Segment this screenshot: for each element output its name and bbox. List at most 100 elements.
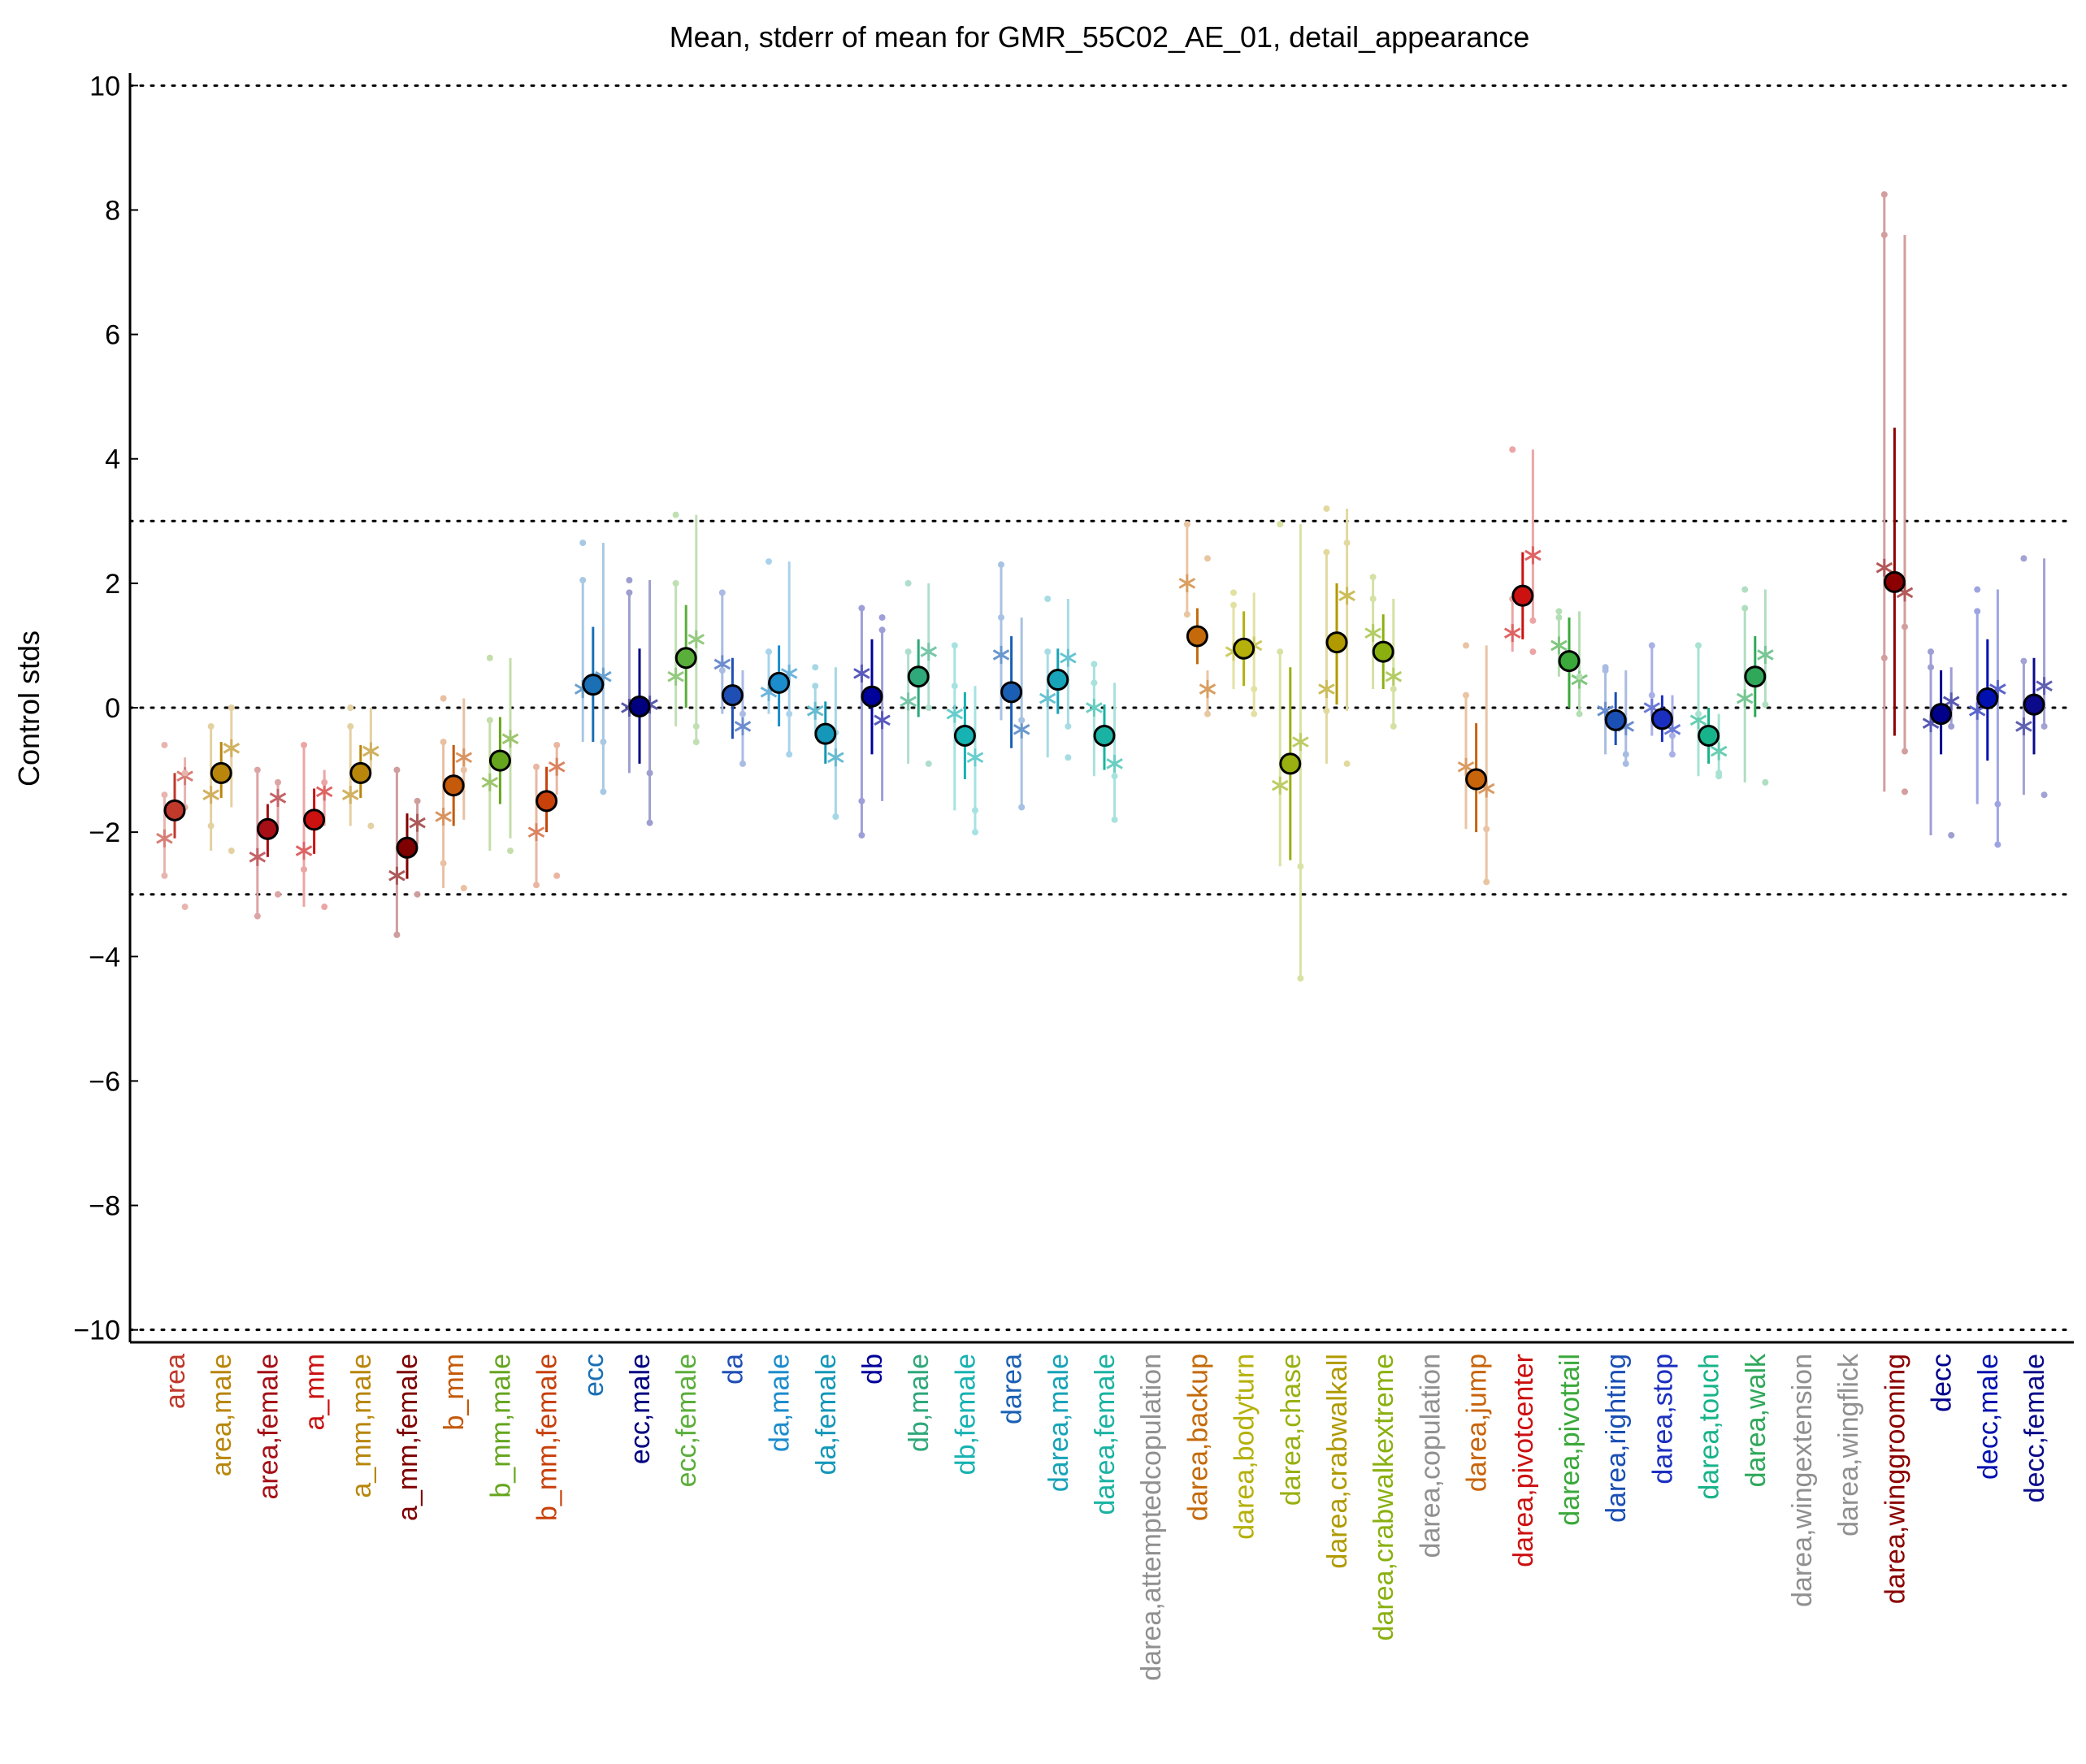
x-tick-label: darea,female <box>1090 1354 1121 1515</box>
point-marker <box>646 769 653 777</box>
point-marker <box>1741 605 1749 612</box>
mean-marker <box>953 724 976 747</box>
point-marker <box>1602 667 1609 674</box>
star-marker <box>1385 670 1403 683</box>
star-marker <box>1338 590 1355 601</box>
star-marker <box>760 687 778 698</box>
x-tick-label: darea,crabwalkextreme <box>1368 1354 1399 1640</box>
point-marker <box>228 847 235 855</box>
point-marker <box>904 579 912 587</box>
category-marks <box>1457 642 1495 886</box>
point-marker <box>440 739 447 746</box>
point-marker <box>367 822 375 830</box>
point-marker <box>1277 521 1284 528</box>
point-marker <box>1369 574 1377 581</box>
star-marker <box>1736 692 1754 704</box>
star-marker <box>1199 683 1216 695</box>
point-marker <box>1741 586 1749 593</box>
y-tick-label: −10 <box>73 1315 120 1346</box>
point-marker <box>533 763 540 770</box>
point-marker <box>1390 722 1397 730</box>
point-marker <box>832 813 839 820</box>
point-marker <box>1509 446 1516 453</box>
star-marker <box>409 817 426 829</box>
x-axis-tick-labels: area area,male area,female a_mm a_mm,male a_m… <box>160 1353 2050 1681</box>
y-tick-label: 4 <box>105 444 120 475</box>
x-tick-label: darea,male <box>1043 1354 1074 1492</box>
mean-marker <box>536 790 558 813</box>
point-marker <box>1183 611 1190 618</box>
mean-marker <box>2023 693 2045 716</box>
point-marker <box>1622 760 1629 767</box>
point-marker <box>414 891 421 898</box>
point-marker <box>207 822 215 830</box>
star-marker <box>435 811 452 822</box>
point-marker <box>1901 748 1908 755</box>
x-tick-label: darea,chase <box>1276 1354 1307 1506</box>
x-tick-label: ecc,male <box>625 1354 656 1464</box>
category-marks <box>295 741 333 911</box>
point-marker <box>274 891 281 898</box>
star-marker <box>1922 717 1940 729</box>
point-marker <box>1203 710 1211 717</box>
star-marker <box>362 745 379 757</box>
category-marks <box>1318 505 1355 767</box>
point-marker <box>1880 654 1888 661</box>
star-marker <box>806 705 824 717</box>
point-marker <box>1555 613 1563 621</box>
mean-marker <box>1233 637 1256 660</box>
point-marker <box>1880 232 1888 239</box>
point-marker <box>1668 751 1676 758</box>
mean-marker <box>1325 631 1348 654</box>
category-marks <box>1736 586 1774 786</box>
x-tick-label: darea,pivotcenter <box>1508 1354 1539 1567</box>
point-marker <box>1948 722 1955 730</box>
x-tick-label: darea,touch <box>1694 1354 1725 1500</box>
point-marker <box>600 788 607 795</box>
y-tick-label: 2 <box>105 569 120 600</box>
category-marks <box>1922 648 1960 839</box>
point-marker <box>161 741 168 748</box>
point-marker <box>1111 773 1118 780</box>
star-marker <box>1106 758 1123 769</box>
mean-marker <box>256 817 279 840</box>
point-marker <box>393 931 401 938</box>
mean-marker <box>1976 687 1999 710</box>
point-marker <box>1576 673 1583 680</box>
category-marks <box>249 766 287 920</box>
star-marker <box>900 696 917 708</box>
x-tick-label: da <box>718 1354 748 1385</box>
point-marker <box>347 704 354 711</box>
category-marks <box>574 540 612 795</box>
point-marker <box>1695 642 1702 649</box>
x-tick-label: darea,righting <box>1601 1354 1632 1523</box>
point-marker <box>1343 540 1351 547</box>
point-marker <box>1230 589 1238 596</box>
category-marks <box>1225 589 1263 717</box>
point-marker <box>858 605 865 612</box>
category-marks <box>946 642 984 836</box>
x-tick-label: darea,bodyturn <box>1229 1354 1260 1540</box>
point-marker <box>1880 191 1888 198</box>
star-marker <box>687 633 705 645</box>
point-marker <box>812 664 819 671</box>
category-marks <box>1643 642 1681 758</box>
point-marker <box>1648 691 1655 699</box>
point-marker <box>1483 826 1490 833</box>
category-marks <box>2015 555 2053 799</box>
point-marker <box>672 579 679 587</box>
point-marker <box>1529 648 1537 656</box>
star-marker <box>1942 696 1960 708</box>
point-marker <box>1928 648 1935 656</box>
star-marker <box>1524 549 1542 561</box>
point-marker <box>1483 878 1490 886</box>
category-marks <box>760 558 798 758</box>
category-marks <box>1597 664 1635 767</box>
mean-marker <box>303 808 326 831</box>
x-tick-label: a_mm,male <box>346 1354 377 1498</box>
mean-marker <box>210 761 232 784</box>
point-marker <box>1111 816 1118 823</box>
mean-marker <box>1465 768 1488 791</box>
point-marker <box>1974 586 1981 593</box>
point-marker <box>1390 686 1397 693</box>
